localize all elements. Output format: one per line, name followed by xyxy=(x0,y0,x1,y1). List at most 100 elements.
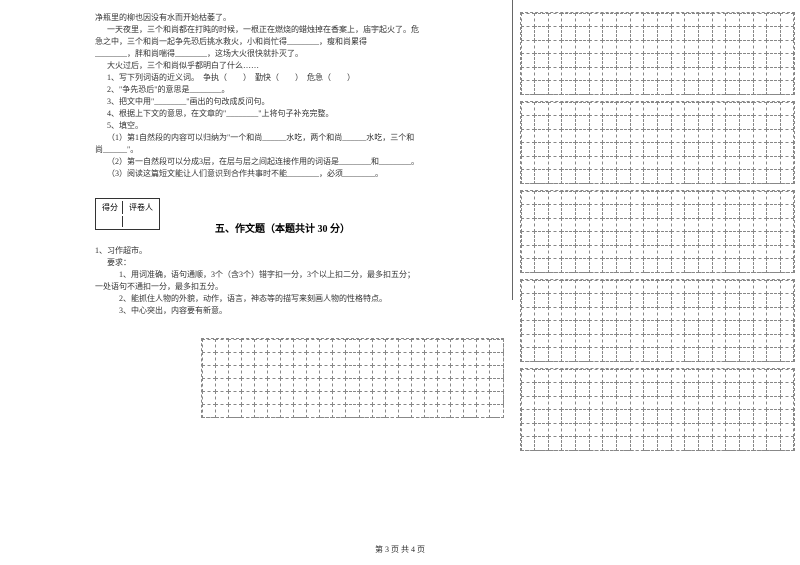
grid-cell xyxy=(684,423,699,438)
grid-cell xyxy=(616,80,631,95)
grid-cell xyxy=(780,102,795,117)
grid-cell xyxy=(280,378,294,392)
grid-cell xyxy=(534,169,549,184)
grid-cell xyxy=(643,67,658,82)
grid-cell xyxy=(739,382,754,397)
writing-grid xyxy=(520,190,795,273)
grid-cell xyxy=(671,142,686,157)
grid-cell xyxy=(630,129,645,144)
grid-cell xyxy=(725,26,740,41)
grid-cell xyxy=(548,436,563,451)
grid-cell xyxy=(437,378,451,392)
grid-cell xyxy=(739,26,754,41)
grid-cell xyxy=(521,436,536,451)
grid-cell xyxy=(602,436,617,451)
grid-cell xyxy=(671,169,686,184)
grid-cell xyxy=(521,218,536,233)
grid-cell xyxy=(739,396,754,411)
grid-cell xyxy=(657,40,672,55)
grid-cell xyxy=(725,436,740,451)
grid-cell xyxy=(780,231,795,246)
grid-cell xyxy=(780,156,795,171)
grid-cell xyxy=(766,129,781,144)
grid-cell xyxy=(602,409,617,424)
grid-cell xyxy=(739,102,754,117)
grid-cell xyxy=(602,26,617,41)
grid-cell xyxy=(671,280,686,295)
grid-cell xyxy=(725,258,740,273)
essay-item: 1、习作超市。 xyxy=(95,245,510,257)
grid-cell xyxy=(766,245,781,260)
grid-cell xyxy=(372,378,386,392)
grid-cell xyxy=(534,67,549,82)
grid-cell xyxy=(671,204,686,219)
grid-cell xyxy=(463,365,477,379)
grid-cell xyxy=(280,404,294,418)
grid-cell xyxy=(725,334,740,349)
grid-cell xyxy=(698,280,713,295)
grid-cell xyxy=(698,231,713,246)
grid-cell xyxy=(643,382,658,397)
grid-cell xyxy=(589,334,604,349)
grid-cell xyxy=(698,129,713,144)
grid-cell xyxy=(753,347,768,362)
grid-cell xyxy=(561,67,576,82)
grid-cell xyxy=(385,339,399,353)
grid-cell xyxy=(643,347,658,362)
writing-grid xyxy=(520,368,795,451)
grid-cell xyxy=(739,334,754,349)
grid-cell xyxy=(241,391,255,405)
grid-cell xyxy=(712,382,727,397)
grid-cell xyxy=(548,142,563,157)
essay-req: 3、中心突出，内容要有新意。 xyxy=(95,305,510,317)
grid-cell xyxy=(589,53,604,68)
grid-cell xyxy=(671,334,686,349)
grid-cell xyxy=(671,320,686,335)
grid-cell xyxy=(534,436,549,451)
grid-cell xyxy=(345,378,359,392)
grid-cell xyxy=(450,352,464,366)
grid-cell xyxy=(202,404,216,418)
grid-cell xyxy=(359,378,373,392)
grid-cell xyxy=(385,365,399,379)
grid-cell xyxy=(739,67,754,82)
grid-cell xyxy=(725,204,740,219)
grid-cell xyxy=(411,378,425,392)
grid-cell xyxy=(739,115,754,130)
grid-cell xyxy=(630,142,645,157)
grid-cell xyxy=(411,365,425,379)
grid-cell xyxy=(671,245,686,260)
grid-cell xyxy=(684,245,699,260)
grid-cell xyxy=(548,218,563,233)
grid-cell xyxy=(725,67,740,82)
grid-cell xyxy=(589,204,604,219)
grid-cell xyxy=(753,169,768,184)
grid-cell xyxy=(630,67,645,82)
grid-cell xyxy=(671,307,686,322)
grid-cell xyxy=(463,391,477,405)
grid-cell xyxy=(575,382,590,397)
grid-cell xyxy=(589,231,604,246)
passage-line: 净瓶里的柳也因没有水而开始枯萎了。 xyxy=(95,12,510,24)
grid-cell xyxy=(616,307,631,322)
grid-cell xyxy=(267,352,281,366)
grid-cell xyxy=(476,365,490,379)
grid-cell xyxy=(671,258,686,273)
grid-cell xyxy=(657,382,672,397)
grid-cell xyxy=(766,396,781,411)
grid-cell xyxy=(739,245,754,260)
grid-cell xyxy=(739,13,754,28)
grid-cell xyxy=(671,67,686,82)
grid-cell xyxy=(684,382,699,397)
grid-cell xyxy=(712,436,727,451)
grid-cell xyxy=(616,334,631,349)
grid-cell xyxy=(561,231,576,246)
grid-cell xyxy=(766,40,781,55)
grid-cell xyxy=(630,245,645,260)
grid-cell xyxy=(589,218,604,233)
grid-cell xyxy=(698,436,713,451)
grid-cell xyxy=(739,204,754,219)
grid-cell xyxy=(698,293,713,308)
grid-cell xyxy=(671,129,686,144)
grid-cell xyxy=(372,352,386,366)
